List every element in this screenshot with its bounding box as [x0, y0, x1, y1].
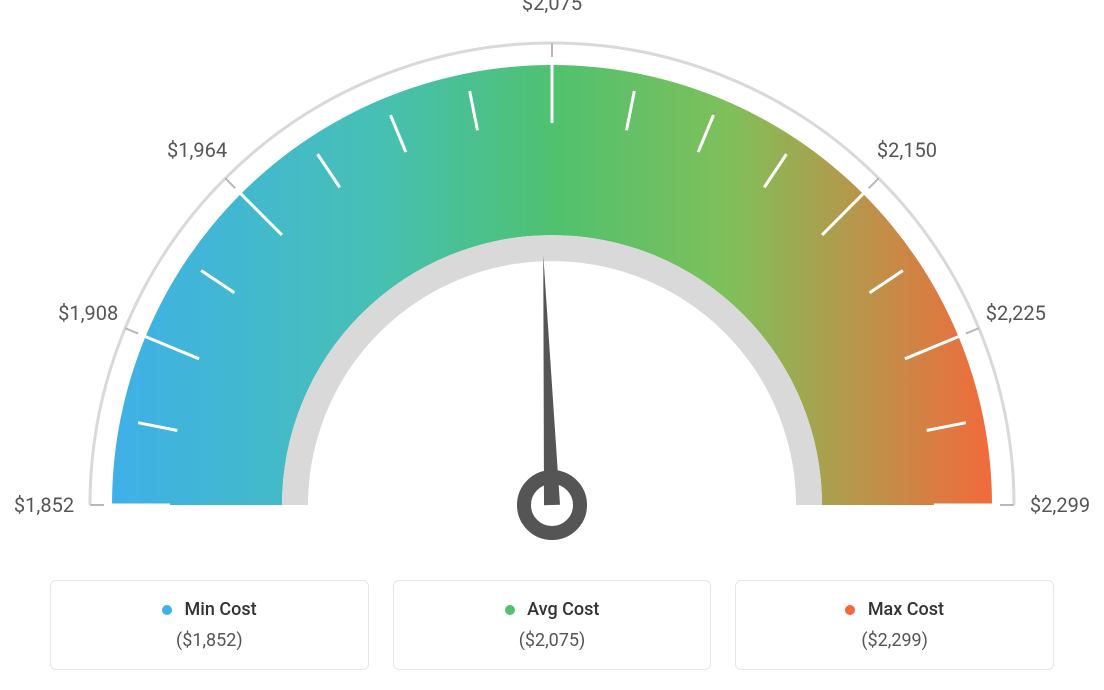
legend-max-title: Max Cost: [868, 599, 944, 620]
gauge-tick-label: $1,964: [167, 138, 227, 162]
gauge-tick-label: $1,908: [58, 301, 118, 325]
gauge-svg: [0, 0, 1104, 560]
legend-max-card: Max Cost ($2,299): [735, 580, 1054, 670]
gauge-tick-label: $1,852: [14, 493, 74, 517]
legend-avg-value: ($2,075): [404, 630, 701, 651]
legend-avg-card: Avg Cost ($2,075): [393, 580, 712, 670]
gauge-tick-label: $2,225: [986, 301, 1046, 325]
legend-avg-title: Avg Cost: [527, 599, 599, 620]
legend-max-value: ($2,299): [746, 630, 1043, 651]
gauge-tick-label: $2,299: [1030, 493, 1090, 517]
legend-avg-dot: [505, 605, 515, 615]
legend-min-title: Min Cost: [185, 599, 257, 620]
legend-min-dot: [162, 605, 172, 615]
legend-row: Min Cost ($1,852) Avg Cost ($2,075) Max …: [50, 580, 1054, 670]
gauge-tick-label: $2,075: [522, 0, 582, 15]
cost-gauge-chart: $1,852 $1,908 $1,964 $2,075 $2,150 $2,225 $2,2…: [0, 0, 1104, 560]
legend-min-card: Min Cost ($1,852): [50, 580, 369, 670]
legend-min-value: ($1,852): [61, 630, 358, 651]
gauge-tick-label: $2,150: [877, 138, 937, 162]
legend-max-dot: [845, 605, 855, 615]
